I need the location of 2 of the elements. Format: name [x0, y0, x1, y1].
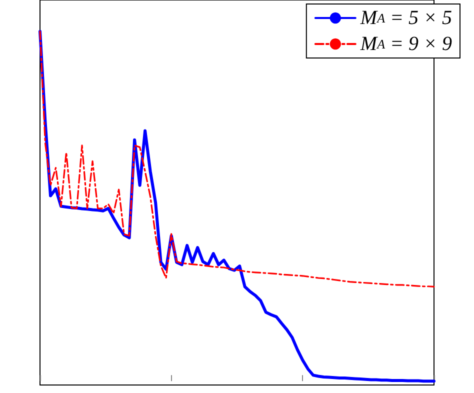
legend-label: MA = 5 × 5 [359, 7, 452, 29]
legend-label: MA = 9 × 9 [359, 33, 452, 55]
